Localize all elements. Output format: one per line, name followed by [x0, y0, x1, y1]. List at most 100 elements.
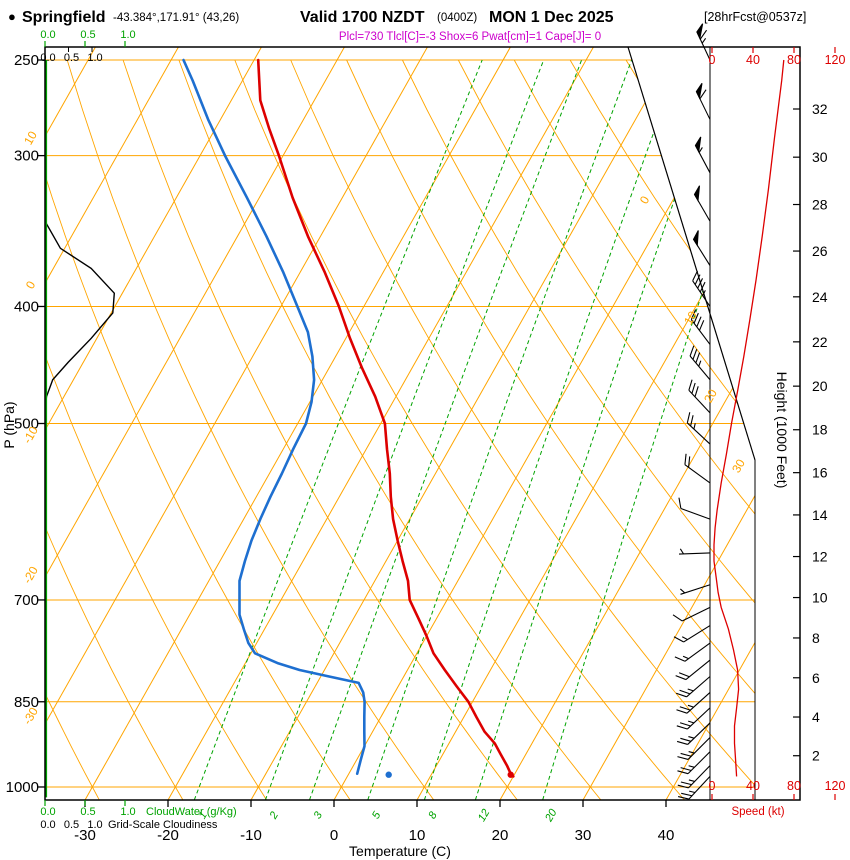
barb-full: [695, 352, 701, 364]
cloudiness-tick-label-bottom: 1.0: [87, 819, 102, 831]
temp-tick-label: 20: [492, 827, 509, 844]
dry-adiabat-line: [122, 59, 518, 800]
height-tick-label: 12: [812, 549, 828, 565]
wind-barb: [692, 270, 711, 307]
temp-tick-label: 40: [658, 827, 675, 844]
height-tick-label: 20: [812, 378, 828, 394]
speed-tick-label-bottom: 120: [825, 779, 846, 793]
wind-barb: [696, 23, 711, 61]
cloudiness-tick-label-top: 1.0: [87, 52, 102, 64]
pressure-tick-label: 500: [14, 415, 39, 432]
barb-full: [681, 792, 693, 797]
height-tick-label: 24: [812, 289, 828, 305]
isotherm-line: [499, 47, 755, 800]
diagonal-boundary: [627, 46, 756, 461]
dry-adiabat-line: [346, 59, 755, 800]
mixing-ratio-label: 12: [476, 807, 493, 824]
height-tick-label: 18: [812, 422, 828, 438]
barb-full: [677, 770, 689, 775]
wind-barb: [678, 548, 711, 555]
mixing-ratio-label: 3: [312, 809, 326, 821]
mixing-ratio-label: 8: [426, 809, 440, 821]
isotherm-line: [416, 47, 755, 800]
barb-full: [676, 692, 687, 698]
height-tick-label: 6: [812, 670, 820, 686]
barb-full: [686, 412, 691, 424]
barb-full: [699, 281, 706, 293]
wind-barb: [676, 707, 711, 730]
dry-adiabat-line: [45, 59, 351, 800]
barb-full: [699, 29, 708, 40]
temp-tick-label: 0: [330, 827, 338, 844]
sounding-parameters: Plcl=730 Tlcl[C]=-3 Shox=6 Pwat[cm]=1 Ca…: [339, 31, 601, 43]
height-tick-label: 4: [812, 709, 820, 725]
wind-barb: [673, 625, 711, 643]
dry-adiabat-line: [401, 59, 755, 800]
barb-staff: [686, 676, 711, 698]
dry-adiabat-line: [45, 59, 100, 800]
barb-half: [693, 423, 696, 430]
barb-staff: [686, 707, 711, 730]
speed-tick-label-bottom: 0: [709, 779, 716, 793]
pressure-tick-label: 850: [14, 694, 39, 711]
wind-barb: [684, 453, 711, 484]
barb-staff: [685, 659, 711, 680]
wind-barb: [677, 737, 711, 760]
barb-half: [698, 360, 702, 367]
sounding-profiles-layer: [182, 58, 515, 778]
barb-full: [697, 278, 704, 289]
height-tick-label: 28: [812, 197, 828, 213]
barb-half: [688, 779, 695, 782]
barb-full: [698, 320, 705, 331]
height-tick-label: 32: [812, 101, 828, 117]
barb-half: [688, 720, 695, 724]
isotherm-line: [84, 47, 511, 800]
surface-dewpoint-marker: [385, 771, 392, 778]
height-tick-label: 2: [812, 748, 820, 764]
barb-full: [693, 312, 699, 324]
grid-clip-group: [45, 47, 755, 800]
isotherm-label: 30: [729, 456, 748, 475]
barb-full: [677, 756, 689, 760]
barb-half: [702, 290, 706, 296]
dry-adiabat-label: 0: [23, 278, 39, 291]
temp-tick-label: -20: [157, 827, 179, 844]
pressure-tick-label: 1000: [6, 779, 39, 796]
mixing-ratio-label: 1: [196, 810, 209, 821]
barb-staff: [688, 765, 711, 789]
barb-full: [694, 274, 701, 285]
barb-full: [699, 89, 707, 100]
dry-adiabat-line: [234, 59, 685, 800]
speed-tick-label-top: 120: [825, 53, 846, 67]
profiles-clip-group: [182, 58, 515, 778]
barb-half: [687, 688, 694, 692]
cloudwater-axis-title: CloudWater (g/Kg): [146, 806, 237, 818]
height-tick-label: 22: [812, 334, 828, 350]
dewpoint-profile: [182, 58, 366, 775]
barb-half: [688, 736, 695, 739]
barb-full: [676, 709, 688, 714]
height-tick-label: 10: [812, 590, 828, 606]
barb-full: [694, 386, 699, 397]
barb-full: [690, 415, 694, 427]
isotherm-label: 20: [701, 386, 720, 405]
barb-half: [682, 655, 689, 660]
cloudwater-tick-label-bottom: 1.0: [120, 806, 135, 818]
barb-full: [696, 316, 702, 328]
barb-half: [681, 636, 688, 641]
speed-curve-layer: [713, 59, 785, 777]
barb-full: [674, 656, 686, 662]
wind-barb: [692, 230, 711, 266]
dry-adiabat-line: [457, 59, 755, 800]
barb-staff: [678, 552, 711, 555]
mixing-ratio-line: [423, 59, 681, 800]
grid-layer: [45, 47, 755, 800]
wind-barb: [676, 692, 711, 714]
barb-pennant: [695, 82, 703, 100]
cloudiness-tick-label-bottom: 0.5: [64, 819, 79, 831]
barb-full: [688, 379, 693, 391]
height-tick-label: 14: [812, 507, 828, 523]
barb-full: [679, 706, 691, 711]
dry-adiabat-line: [178, 59, 602, 800]
barb-staff: [687, 737, 711, 760]
